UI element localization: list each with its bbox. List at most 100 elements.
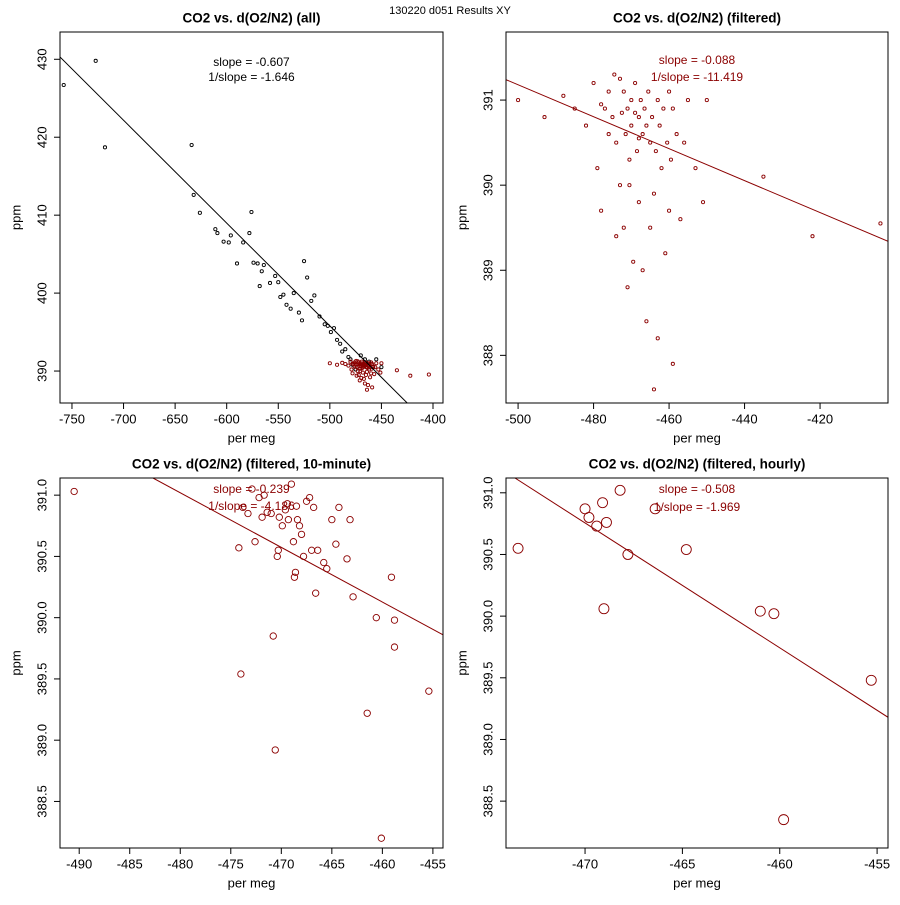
point [597, 497, 609, 509]
point [601, 516, 612, 528]
point [244, 509, 252, 518]
point [591, 520, 603, 532]
point [614, 484, 626, 496]
point [704, 98, 709, 103]
y-tick-label: 388 [480, 344, 495, 366]
point [274, 546, 282, 554]
point [228, 233, 233, 238]
point [338, 341, 343, 346]
point [343, 361, 348, 367]
annotation: slope = -0.508 [659, 482, 736, 496]
plot-region [512, 478, 888, 826]
point [754, 605, 766, 617]
point [312, 293, 317, 298]
point [374, 361, 379, 366]
point [810, 234, 815, 239]
point [360, 364, 365, 369]
point [636, 200, 641, 205]
point [614, 140, 619, 145]
point [642, 106, 647, 111]
point [370, 385, 375, 390]
y-tick-label: 389.5 [480, 662, 495, 695]
point [634, 149, 640, 154]
y-tick-label: 400 [34, 282, 49, 304]
point [408, 373, 413, 378]
point [622, 549, 634, 560]
point [273, 273, 278, 279]
x-tick-label: -470 [572, 856, 598, 871]
point [668, 157, 674, 162]
point [633, 110, 638, 115]
point [390, 616, 399, 624]
point [878, 221, 883, 226]
point [295, 522, 304, 530]
point [299, 318, 305, 323]
point [354, 373, 359, 378]
annotation: 1/slope = -4.186 [208, 499, 295, 513]
point [361, 376, 366, 381]
point [670, 106, 675, 111]
plot-frame [505, 31, 889, 404]
point [249, 209, 254, 215]
point [667, 208, 672, 213]
point [275, 513, 283, 521]
plot-frame [59, 31, 444, 404]
point [309, 503, 318, 512]
point [426, 372, 431, 377]
point [314, 546, 322, 554]
y-tick-label: 430 [34, 48, 49, 70]
point [343, 555, 351, 563]
point [291, 291, 296, 296]
x-tick-label: -455 [420, 856, 446, 871]
point [363, 709, 371, 717]
point [379, 361, 384, 366]
y-tick-label: 389.5 [34, 663, 49, 696]
point [768, 608, 780, 620]
point [371, 364, 376, 369]
y-tick-label: 389.0 [34, 724, 49, 757]
point [865, 674, 877, 686]
point [237, 670, 245, 678]
point [290, 573, 299, 581]
point [778, 814, 790, 826]
y-tick-label: 390 [34, 360, 49, 382]
point [373, 365, 378, 370]
point [320, 558, 328, 567]
point [665, 140, 670, 145]
y-tick-label: 391.0 [34, 479, 49, 512]
point [655, 336, 660, 341]
point [226, 240, 231, 245]
point [591, 81, 596, 86]
point [362, 381, 367, 386]
point [619, 110, 624, 115]
point [678, 217, 683, 222]
point [213, 227, 218, 232]
y-tick-label: 390.0 [480, 600, 495, 633]
point [234, 261, 240, 266]
point [633, 81, 638, 86]
point [283, 500, 292, 508]
point [561, 93, 566, 98]
plot-region [506, 72, 888, 392]
point [278, 294, 283, 300]
point [659, 166, 664, 171]
point [372, 614, 380, 622]
point [302, 259, 307, 264]
y-tick-label: 391.0 [480, 477, 495, 510]
point [653, 149, 658, 154]
point [583, 123, 589, 128]
point [288, 306, 293, 311]
point [328, 330, 333, 335]
x-tick-label: -400 [420, 411, 446, 426]
point [317, 314, 322, 319]
point [379, 365, 384, 370]
point [284, 516, 293, 524]
point [346, 363, 351, 368]
panel-title: CO2 vs. d(O2/N2) (filtered, hourly) [589, 457, 806, 472]
y-tick-label: 390.5 [480, 538, 495, 571]
point [649, 503, 661, 515]
point [394, 368, 399, 373]
x-tick-label: -750 [59, 411, 85, 426]
